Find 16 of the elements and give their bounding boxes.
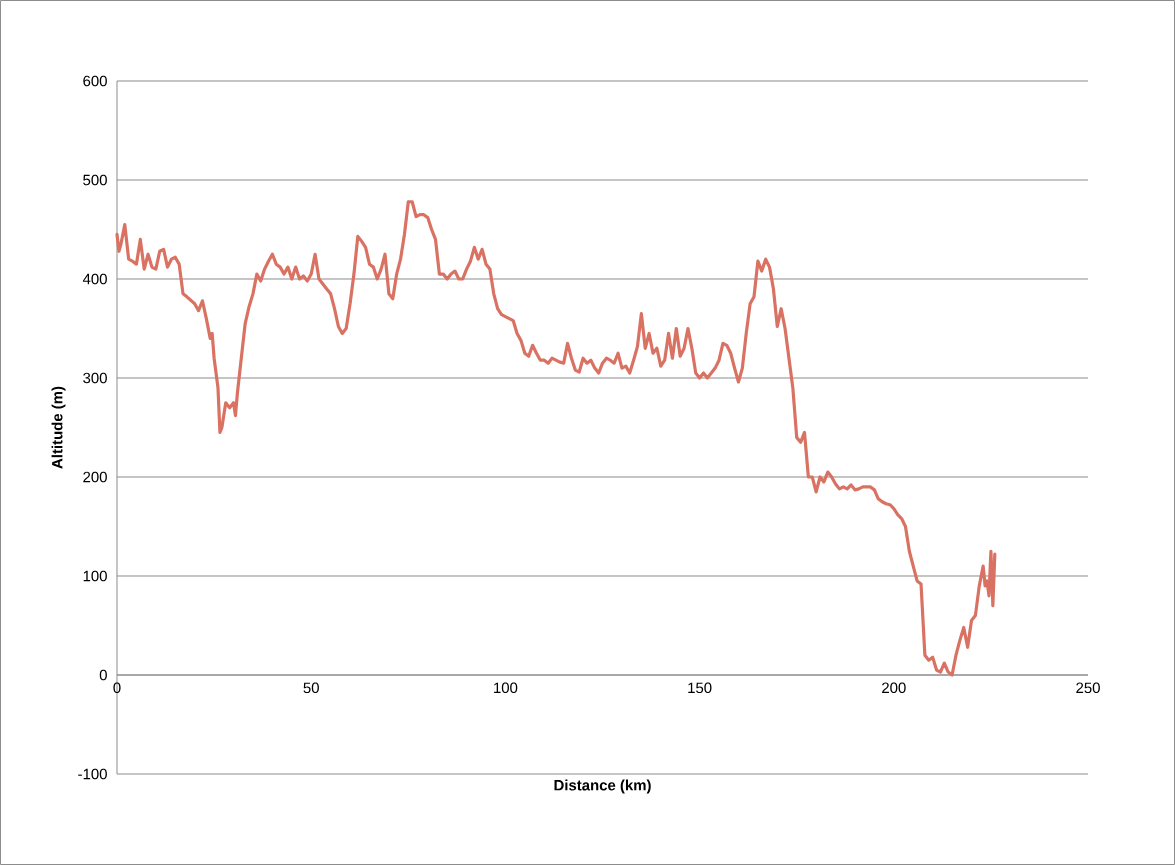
y-tick-label: -100 — [78, 768, 107, 780]
y-tick-label: 300 — [83, 372, 107, 384]
y-tick-label: 400 — [82, 273, 107, 285]
y-tick-label: 600 — [83, 75, 107, 87]
x-tick-label: 150 — [688, 682, 712, 694]
x-tick-label: 100 — [494, 682, 518, 694]
y-tick-label: 100 — [83, 570, 107, 582]
x-tick-label: 200 — [882, 682, 906, 694]
x-tick-label: 250 — [1076, 682, 1100, 694]
y-tick-label: 500 — [83, 174, 107, 186]
x-axis-title: Distance (km) — [554, 779, 651, 794]
x-tick-label: 0 — [113, 682, 121, 694]
y-tick-label: 200 — [83, 471, 107, 483]
y-axis-title: Altitude (m) — [51, 386, 66, 469]
y-tick-label: 0 — [99, 669, 107, 681]
x-tick-label: 50 — [303, 682, 319, 694]
